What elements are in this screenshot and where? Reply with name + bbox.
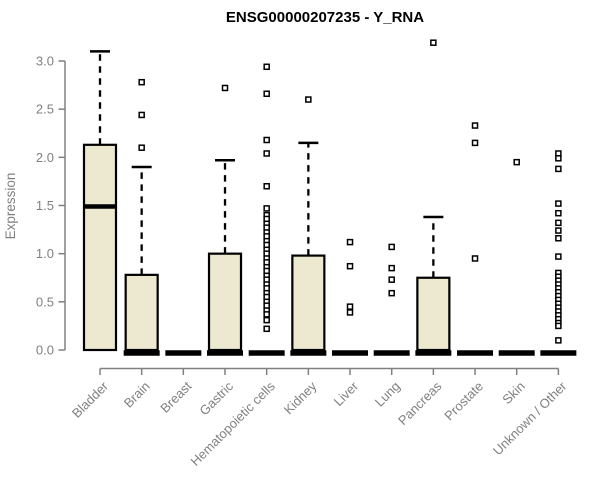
box-kidney <box>291 254 326 352</box>
y-axis-label: Expression <box>3 173 18 240</box>
outlier-point-lung <box>388 243 395 251</box>
outlier-point-prostate <box>471 122 479 129</box>
x-tick-label-kidney: Kidney <box>281 378 320 417</box>
x-tick-label-liver: Liver <box>331 378 362 409</box>
y-tick-label: 0.5 <box>36 294 54 309</box>
outlier-point-brain <box>138 144 145 151</box>
x-tick-label-unknown-other: Unknown / Other <box>490 378 570 458</box>
outlier-point-hematopoietic-cells <box>263 63 270 71</box>
outlier-point-skin <box>513 158 520 166</box>
outlier-point-unknown-other <box>555 337 562 344</box>
y-tick-label: 0.0 <box>36 343 54 358</box>
outlier-point-hematopoietic-cells <box>263 150 270 157</box>
outlier-point-brain <box>138 78 145 86</box>
outlier-point-lung <box>388 289 395 297</box>
outlier-point-prostate <box>471 255 479 262</box>
boxplot-group-pancreas <box>415 39 452 356</box>
x-tick-label-pancreas: Pancreas <box>395 378 445 428</box>
boxplot-group-liver <box>332 238 369 356</box>
boxplot-group-gastric <box>207 84 244 356</box>
outlier-point-unknown-other <box>555 209 562 217</box>
y-tick-label: 1.0 <box>36 246 54 261</box>
y-tick-label: 2.0 <box>36 150 54 165</box>
outlier-point-hematopoietic-cells <box>263 136 270 144</box>
outlier-point-pancreas <box>430 39 437 46</box>
y-tick-label: 3.0 <box>36 54 54 69</box>
boxplot-group-bladder <box>82 50 118 352</box>
outlier-point-unknown-other <box>555 165 562 173</box>
chart-title: ENSG00000207235 - Y_RNA <box>226 9 424 26</box>
outlier-point-liver <box>346 303 354 310</box>
outlier-point-liver <box>346 262 354 270</box>
x-tick-label-breast: Breast <box>157 378 194 415</box>
outlier-point-liver <box>346 309 354 316</box>
outlier-point-unknown-other <box>555 200 562 207</box>
x-tick-label-brain: Brain <box>121 379 153 411</box>
outlier-point-gastric <box>221 84 229 92</box>
outlier-point-unknown-other <box>555 227 562 234</box>
y-axis: 0.0 0.5 1.0 1.5 2.0 2.5 3.0 <box>36 54 66 358</box>
boxplot-group-prostate <box>457 122 494 356</box>
y-tick-label: 1.5 <box>36 198 54 213</box>
x-tick-label-lung: Lung <box>372 379 403 410</box>
outlier-point-hematopoietic-cells <box>263 205 270 212</box>
boxplot-group-unknown-other <box>540 150 577 356</box>
outlier-point-lung <box>388 276 395 283</box>
boxplot-group-kidney <box>290 96 327 356</box>
x-tick-label-gastric: Gastric <box>196 378 236 418</box>
box-brain <box>124 273 159 352</box>
outlier-point-unknown-other <box>555 253 562 260</box>
outlier-point-hematopoietic-cells <box>263 182 270 190</box>
plot-area <box>82 39 577 356</box>
outlier-point-brain <box>138 111 145 119</box>
outlier-point-unknown-other <box>555 155 562 162</box>
boxplot-group-skin <box>498 158 535 356</box>
outlier-point-unknown-other <box>555 322 562 330</box>
box-gastric <box>207 252 243 352</box>
y-tick-label: 2.5 <box>36 102 54 117</box>
outlier-point-hematopoietic-cells <box>263 325 270 333</box>
outlier-point-kidney <box>305 96 312 103</box>
x-tick-label-skin: Skin <box>499 379 527 407</box>
box-pancreas <box>416 276 451 352</box>
outlier-point-liver <box>346 238 354 246</box>
outlier-point-unknown-other <box>555 235 562 242</box>
outlier-point-prostate <box>471 139 479 147</box>
outlier-point-hematopoietic-cells <box>263 311 270 318</box>
outlier-point-hematopoietic-cells <box>263 316 270 324</box>
boxplot-group-brain <box>123 78 160 356</box>
boxplot-group-lung <box>373 243 410 356</box>
outlier-point-lung <box>388 264 395 272</box>
outlier-point-hematopoietic-cells <box>263 90 270 98</box>
x-tick-label-prostate: Prostate <box>441 379 486 424</box>
box-bladder <box>82 143 118 352</box>
boxplot-group-hematopoietic-cells <box>248 63 285 356</box>
outlier-point-unknown-other <box>555 219 562 227</box>
x-tick-label-bladder: Bladder <box>69 378 112 421</box>
